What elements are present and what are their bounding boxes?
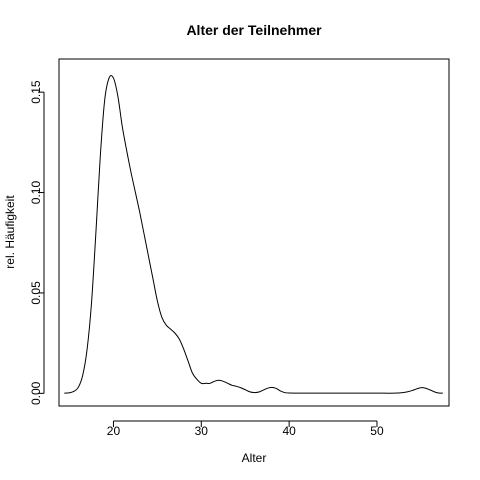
plot-frame [58, 58, 450, 407]
x-tick-label-40: 40 [282, 424, 296, 438]
x-axis-label: Alter [242, 451, 267, 465]
x-tick-label-50: 50 [370, 424, 384, 438]
y-axis: 0.00 0.05 0.10 0.15 [29, 80, 45, 405]
x-axis: 20 30 40 50 [107, 420, 384, 438]
x-tick-label-20: 20 [107, 424, 121, 438]
y-axis-label: rel. Häufigkeit [3, 195, 17, 269]
y-tick-label-0-10: 0.10 [29, 181, 43, 205]
y-tick-label-0-05: 0.05 [29, 281, 43, 305]
density-curve [64, 75, 443, 394]
chart-title: Alter der Teilnehmer [186, 22, 322, 38]
y-tick-label-0-00: 0.00 [29, 381, 43, 405]
x-tick-label-30: 30 [195, 424, 209, 438]
y-tick-label-0-15: 0.15 [29, 80, 43, 104]
